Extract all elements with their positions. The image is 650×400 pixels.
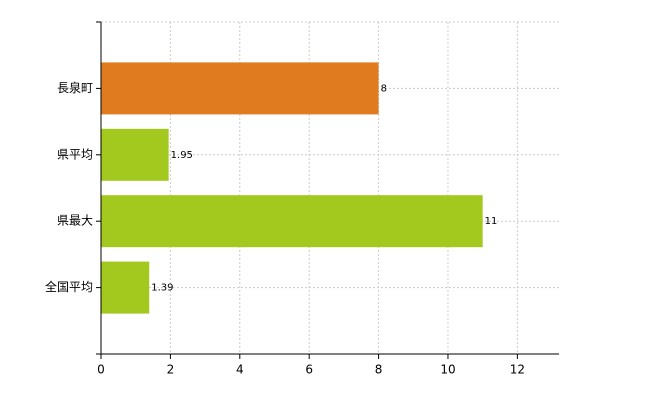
y-tick-label: 県平均 (57, 147, 93, 161)
bar (101, 62, 379, 115)
x-tick-label: 4 (236, 363, 244, 377)
x-tick-label: 2 (167, 363, 175, 377)
y-tick-label: 長泉町 (57, 81, 93, 95)
x-tick-label: 6 (305, 363, 313, 377)
x-tick-label: 0 (97, 363, 105, 377)
y-tick-label: 県最大 (57, 214, 93, 228)
x-tick-label: 10 (440, 363, 455, 377)
value-label: 11 (485, 216, 498, 227)
value-label: 1.39 (151, 283, 173, 294)
y-tick-label: 全国平均 (45, 279, 93, 294)
x-tick-label: 8 (375, 363, 383, 377)
value-label: 8 (381, 83, 387, 94)
bar (101, 261, 150, 314)
bar (101, 195, 483, 248)
value-label: 1.95 (171, 150, 193, 161)
bar (101, 128, 169, 181)
x-tick-label: 12 (510, 363, 525, 377)
